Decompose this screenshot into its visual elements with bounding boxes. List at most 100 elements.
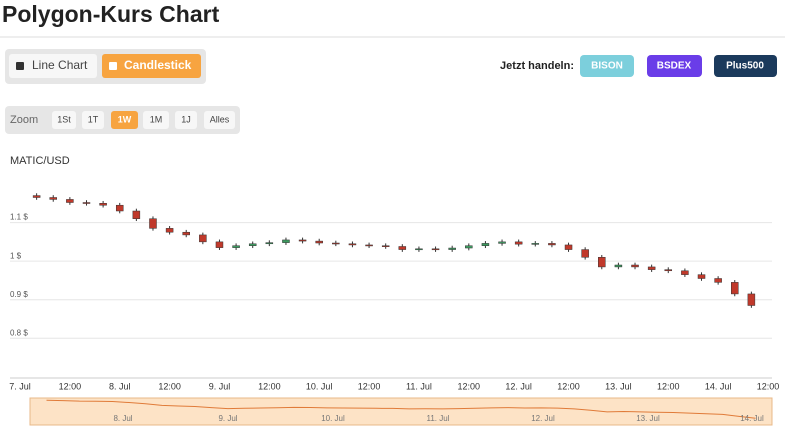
line-chart-button[interactable]	[9, 54, 97, 78]
bison-button[interactable]	[580, 55, 634, 77]
x-tick-label: 10. Jul	[306, 381, 333, 391]
candle-body	[631, 264, 639, 268]
x-tick-label: 12:00	[657, 381, 680, 391]
navigator-label: 11. Jul	[427, 414, 450, 423]
navigator-label: 10. Jul	[321, 414, 345, 423]
page-title: Polygon-Kurs Chart	[2, 1, 220, 27]
zoom-button[interactable]	[143, 111, 169, 129]
candle-body	[664, 269, 673, 272]
candle-body	[548, 243, 556, 246]
x-tick-label: 12:00	[59, 381, 82, 391]
zoom-button-label: 1W	[118, 114, 132, 124]
x-tick-label: 14. Jul	[705, 381, 732, 391]
zoom-button[interactable]	[204, 111, 235, 129]
candle-body	[598, 257, 606, 268]
candle-body	[398, 246, 407, 250]
candle-body	[348, 243, 357, 246]
candlestick-button[interactable]	[102, 54, 201, 78]
chart-title: MATIC/USD	[10, 155, 70, 167]
zoom-button[interactable]	[52, 111, 76, 129]
candle-body	[498, 241, 506, 244]
candle-body	[66, 199, 74, 203]
candle-body	[199, 234, 207, 243]
x-tick-label: 12:00	[358, 381, 381, 391]
zoom-button-label: 1J	[181, 114, 191, 124]
button-label: BISON	[591, 61, 623, 72]
candle-body	[431, 248, 440, 251]
x-tick-label: 7. Jul	[9, 381, 31, 391]
candle-body	[481, 243, 490, 246]
plus500-button[interactable]	[714, 55, 777, 77]
candle-body	[448, 247, 456, 250]
candle-body	[115, 204, 124, 212]
bsdex-button[interactable]	[647, 55, 702, 77]
x-tick-label: 12:00	[458, 381, 481, 391]
candle-body	[82, 202, 91, 204]
zoom-button[interactable]	[175, 111, 197, 129]
icon	[109, 62, 117, 70]
candle-body	[182, 231, 190, 236]
candle-body	[381, 245, 390, 247]
candle-body	[514, 241, 523, 245]
candle-body	[232, 245, 240, 248]
candle-body	[149, 218, 157, 229]
navigator-label: 8. Jul	[113, 414, 132, 423]
candle-body	[282, 239, 290, 243]
y-tick-label: 0.8 $	[10, 328, 28, 337]
x-tick-label: 12. Jul	[505, 381, 532, 391]
candle-body	[332, 242, 340, 245]
button-label: Plus500	[726, 61, 764, 72]
candle-body	[647, 266, 656, 270]
button-label: Candlestick	[124, 58, 192, 72]
candle-body	[215, 241, 224, 248]
navigator-label: 14. Jul	[740, 414, 764, 423]
candle-body	[465, 245, 473, 249]
candle-body	[248, 243, 257, 246]
x-tick-label: 9. Jul	[209, 381, 231, 391]
y-tick-label: 1 $	[10, 251, 22, 260]
navigator-line	[46, 399, 756, 419]
candle-body	[581, 249, 589, 258]
candle-body	[714, 278, 722, 283]
candle-body	[32, 195, 41, 198]
zoom-button-label: Alles	[210, 114, 230, 124]
candle-body	[614, 264, 623, 268]
button-label: Line Chart	[32, 58, 88, 72]
trade-label: Jetzt handeln:	[500, 60, 574, 72]
x-tick-label: 12:00	[258, 381, 281, 391]
navigator-label: 9. Jul	[218, 414, 237, 423]
zoom-button-label: 1M	[150, 114, 163, 124]
candle-body	[531, 243, 540, 245]
candle-body	[298, 239, 307, 242]
x-tick-label: 12:00	[158, 381, 181, 391]
x-tick-label: 12:00	[757, 381, 780, 391]
candle-body	[49, 197, 57, 200]
x-tick-label: 8. Jul	[109, 381, 131, 391]
navigator-label: 12. Jul	[531, 414, 555, 423]
icon	[16, 62, 24, 70]
candle-body	[415, 248, 423, 251]
button-label: BSDEX	[657, 61, 692, 72]
candle-body	[99, 203, 107, 206]
candle-body	[365, 244, 373, 247]
navigator-label: 13. Jul	[636, 414, 660, 423]
candle-body	[747, 293, 756, 306]
candle-body	[697, 274, 706, 279]
candle-body	[681, 270, 689, 275]
zoom-label: Zoom	[10, 114, 38, 126]
candle-body	[265, 242, 274, 245]
candle-body	[564, 244, 573, 250]
candle-body	[165, 228, 174, 233]
x-tick-label: 11. Jul	[406, 381, 432, 391]
candle-body	[132, 210, 141, 219]
x-tick-label: 12:00	[557, 381, 580, 391]
zoom-button[interactable]	[82, 111, 104, 129]
zoom-button-label: 1T	[88, 114, 99, 124]
navigator[interactable]	[29, 397, 773, 426]
zoom-button[interactable]	[111, 111, 138, 129]
y-tick-label: 0.9 $	[10, 290, 28, 299]
zoom-button-label: 1St	[57, 114, 71, 124]
candle-body	[731, 282, 739, 295]
